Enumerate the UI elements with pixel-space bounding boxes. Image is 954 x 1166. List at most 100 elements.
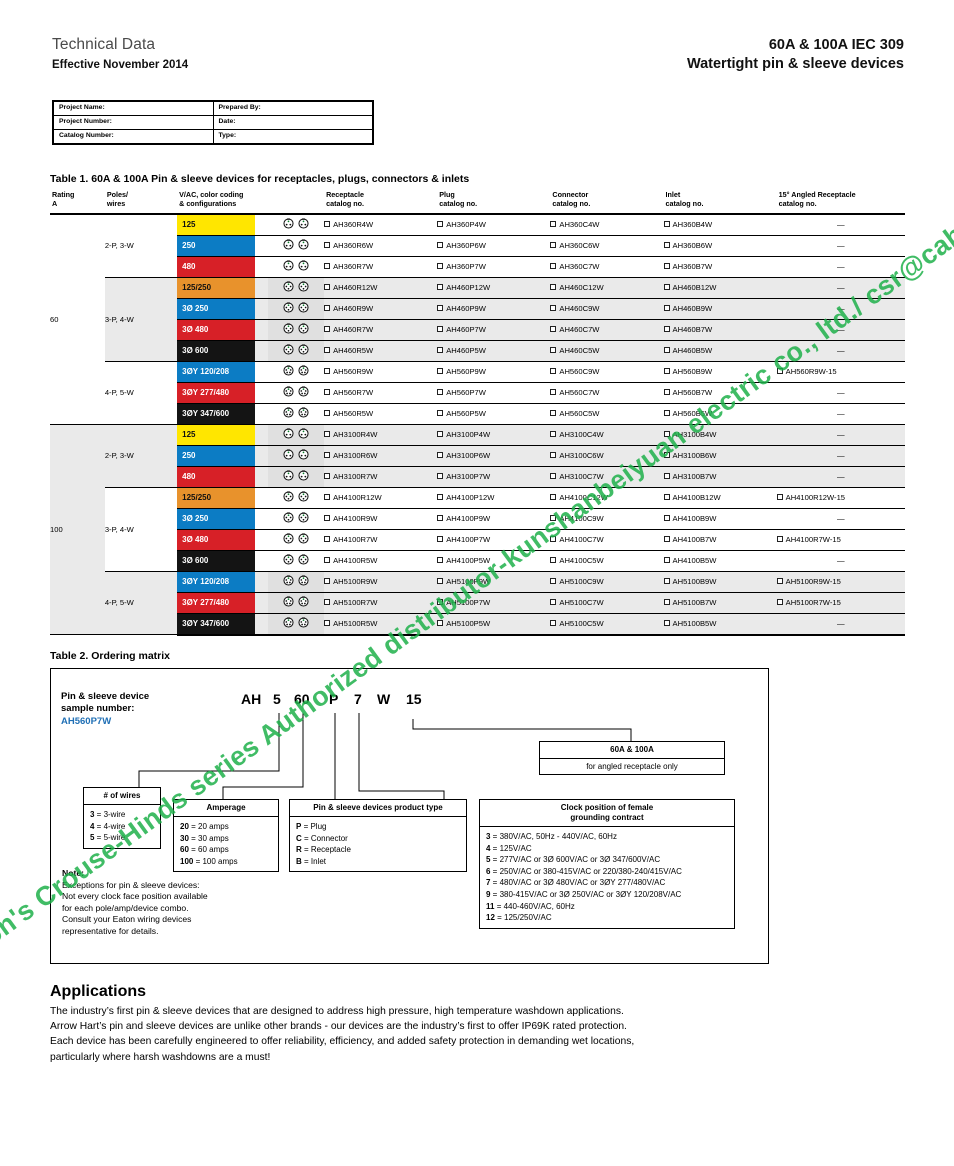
angled-receptacle-cell[interactable]: AH5100R7W-15: [776, 592, 905, 614]
plug-catalog-cell[interactable]: AH560P9W: [437, 361, 551, 383]
receptacle-catalog-cell[interactable]: AH560R5W: [324, 403, 438, 425]
connector-catalog-cell[interactable]: AH560C5W: [550, 403, 664, 425]
receptacle-catalog-cell[interactable]: AH360R4W: [324, 213, 438, 236]
checkbox-icon[interactable]: [550, 452, 557, 459]
checkbox-icon[interactable]: [776, 368, 783, 375]
receptacle-catalog-cell[interactable]: AH4100R7W: [324, 529, 438, 551]
connector-catalog-cell[interactable]: AH3100C7W: [550, 466, 664, 488]
plug-catalog-cell[interactable]: AH560P7W: [437, 382, 551, 404]
plug-catalog-cell[interactable]: AH460P7W: [437, 319, 551, 341]
plug-catalog-cell[interactable]: AH3100P4W: [437, 423, 551, 446]
plug-catalog-cell[interactable]: AH4100P7W: [437, 529, 551, 551]
checkbox-icon[interactable]: [550, 221, 557, 228]
checkbox-icon[interactable]: [437, 431, 444, 438]
checkbox-icon[interactable]: [324, 557, 331, 564]
checkbox-icon[interactable]: [437, 494, 444, 501]
checkbox-icon[interactable]: [437, 347, 444, 354]
checkbox-icon[interactable]: [324, 515, 331, 522]
connector-catalog-cell[interactable]: AH4100C12W: [550, 487, 664, 509]
checkbox-icon[interactable]: [550, 410, 557, 417]
checkbox-icon[interactable]: [437, 515, 444, 522]
checkbox-icon[interactable]: [663, 368, 670, 375]
inlet-catalog-cell[interactable]: AH3100B4W: [663, 423, 777, 446]
checkbox-icon[interactable]: [550, 305, 557, 312]
connector-catalog-cell[interactable]: AH460C5W: [550, 340, 664, 362]
receptacle-catalog-cell[interactable]: AH5100R9W: [324, 571, 438, 593]
receptacle-catalog-cell[interactable]: AH460R5W: [324, 340, 438, 362]
inlet-catalog-cell[interactable]: AH3100B7W: [663, 466, 777, 488]
connector-catalog-cell[interactable]: AH560C9W: [550, 361, 664, 383]
connector-catalog-cell[interactable]: AH3100C4W: [550, 423, 664, 446]
checkbox-icon[interactable]: [550, 368, 557, 375]
connector-catalog-cell[interactable]: AH5100C5W: [550, 613, 664, 636]
inlet-catalog-cell[interactable]: AH360B6W: [663, 235, 777, 257]
checkbox-icon[interactable]: [324, 284, 331, 291]
inlet-catalog-cell[interactable]: AH560B9W: [663, 361, 777, 383]
checkbox-icon[interactable]: [550, 494, 557, 501]
inlet-catalog-cell[interactable]: AH560B7W: [663, 382, 777, 404]
prepared-by-label[interactable]: Prepared By:: [212, 101, 373, 116]
receptacle-catalog-cell[interactable]: AH4100R12W: [324, 487, 438, 509]
checkbox-icon[interactable]: [663, 284, 670, 291]
type-label[interactable]: Type:: [212, 129, 373, 144]
inlet-catalog-cell[interactable]: AH460B5W: [663, 340, 777, 362]
checkbox-icon[interactable]: [324, 578, 331, 585]
checkbox-icon[interactable]: [550, 326, 557, 333]
checkbox-icon[interactable]: [324, 452, 331, 459]
receptacle-catalog-cell[interactable]: AH3100R7W: [324, 466, 438, 488]
checkbox-icon[interactable]: [324, 494, 331, 501]
angled-receptacle-cell[interactable]: AH4100R12W-15: [776, 487, 905, 509]
checkbox-icon[interactable]: [324, 326, 331, 333]
inlet-catalog-cell[interactable]: AH4100B9W: [663, 508, 777, 530]
checkbox-icon[interactable]: [663, 620, 670, 627]
checkbox-icon[interactable]: [324, 473, 331, 480]
checkbox-icon[interactable]: [663, 578, 670, 585]
checkbox-icon[interactable]: [437, 305, 444, 312]
checkbox-icon[interactable]: [437, 263, 444, 270]
receptacle-catalog-cell[interactable]: AH560R7W: [324, 382, 438, 404]
checkbox-icon[interactable]: [550, 431, 557, 438]
checkbox-icon[interactable]: [550, 347, 557, 354]
inlet-catalog-cell[interactable]: AH360B7W: [663, 256, 777, 278]
checkbox-icon[interactable]: [663, 410, 670, 417]
checkbox-icon[interactable]: [437, 368, 444, 375]
connector-catalog-cell[interactable]: AH460C12W: [550, 277, 664, 299]
connector-catalog-cell[interactable]: AH360C4W: [550, 213, 664, 236]
checkbox-icon[interactable]: [437, 557, 444, 564]
checkbox-icon[interactable]: [663, 389, 670, 396]
inlet-catalog-cell[interactable]: AH360B4W: [663, 213, 777, 236]
plug-catalog-cell[interactable]: AH5100P5W: [437, 613, 551, 636]
inlet-catalog-cell[interactable]: AH3100B6W: [663, 445, 777, 467]
plug-catalog-cell[interactable]: AH5100P7W: [437, 592, 551, 614]
checkbox-icon[interactable]: [663, 263, 670, 270]
checkbox-icon[interactable]: [663, 599, 670, 606]
checkbox-icon[interactable]: [437, 242, 444, 249]
inlet-catalog-cell[interactable]: AH4100B12W: [663, 487, 777, 509]
plug-catalog-cell[interactable]: AH360P4W: [437, 213, 551, 236]
connector-catalog-cell[interactable]: AH460C7W: [550, 319, 664, 341]
checkbox-icon[interactable]: [437, 620, 444, 627]
checkbox-icon[interactable]: [550, 284, 557, 291]
catalog-number-label[interactable]: Catalog Number:: [53, 129, 214, 144]
inlet-catalog-cell[interactable]: AH460B7W: [663, 319, 777, 341]
connector-catalog-cell[interactable]: AH560C7W: [550, 382, 664, 404]
checkbox-icon[interactable]: [776, 599, 783, 606]
checkbox-icon[interactable]: [324, 347, 331, 354]
plug-catalog-cell[interactable]: AH3100P6W: [437, 445, 551, 467]
checkbox-icon[interactable]: [437, 326, 444, 333]
project-name-label[interactable]: Project Name:: [53, 101, 214, 116]
checkbox-icon[interactable]: [776, 578, 783, 585]
receptacle-catalog-cell[interactable]: AH360R6W: [324, 235, 438, 257]
inlet-catalog-cell[interactable]: AH560B5W: [663, 403, 777, 425]
checkbox-icon[interactable]: [550, 557, 557, 564]
angled-receptacle-cell[interactable]: AH5100R9W-15: [776, 571, 905, 593]
checkbox-icon[interactable]: [437, 578, 444, 585]
checkbox-icon[interactable]: [437, 284, 444, 291]
inlet-catalog-cell[interactable]: AH5100B9W: [663, 571, 777, 593]
plug-catalog-cell[interactable]: AH460P12W: [437, 277, 551, 299]
plug-catalog-cell[interactable]: AH3100P7W: [437, 466, 551, 488]
receptacle-catalog-cell[interactable]: AH3100R4W: [324, 423, 438, 446]
checkbox-icon[interactable]: [324, 431, 331, 438]
checkbox-icon[interactable]: [663, 221, 670, 228]
connector-catalog-cell[interactable]: AH3100C6W: [550, 445, 664, 467]
